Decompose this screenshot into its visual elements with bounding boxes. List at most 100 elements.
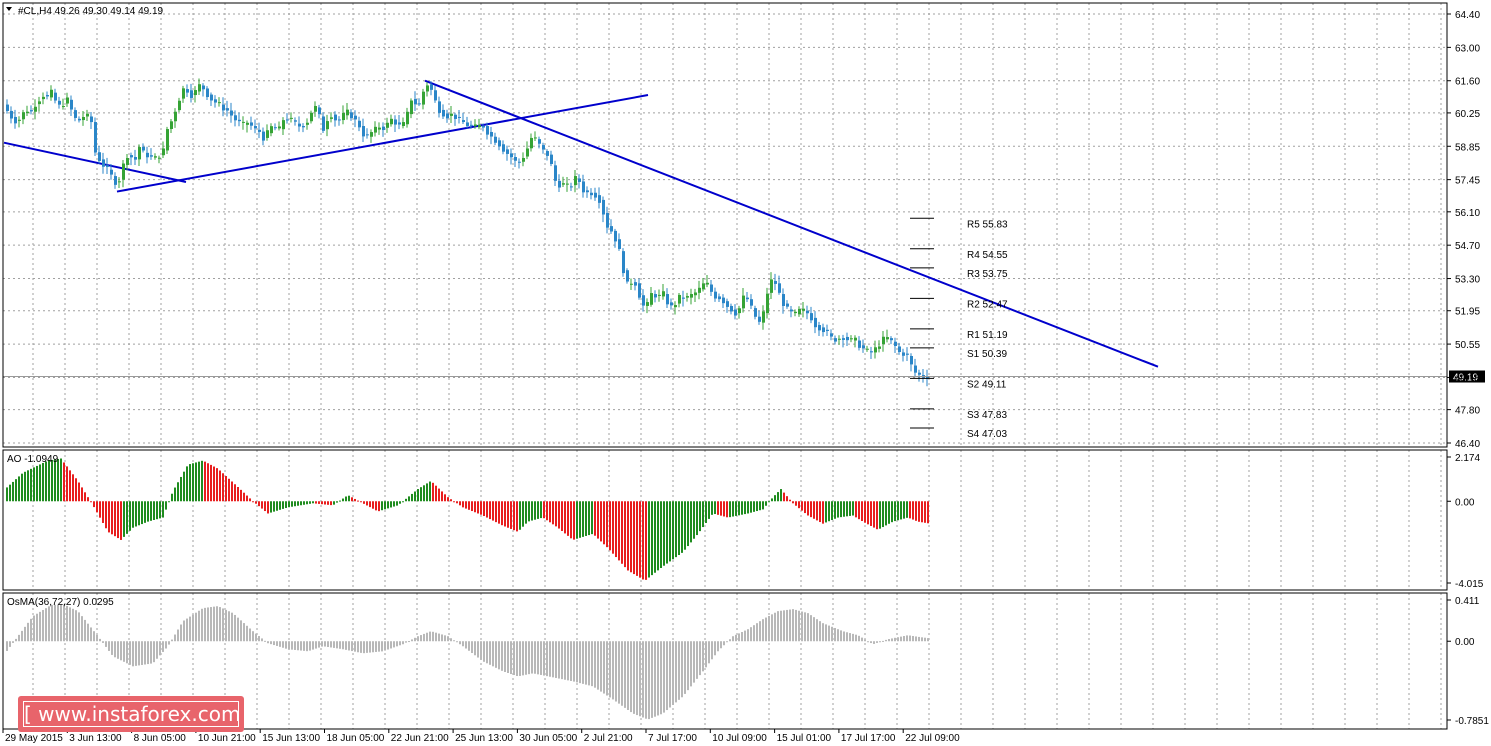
trend-line[interactable] xyxy=(424,79,1159,368)
osma-bar xyxy=(336,641,338,649)
osma-bar xyxy=(333,641,335,648)
ao-bar xyxy=(876,501,878,530)
candle-body xyxy=(642,295,645,306)
osma-bar xyxy=(822,623,824,642)
osma-bar xyxy=(282,641,284,648)
ao-bar xyxy=(849,501,851,516)
candle-body xyxy=(550,154,553,165)
candle-body xyxy=(30,110,33,112)
candle-body xyxy=(130,155,133,158)
osma-bar xyxy=(669,641,671,708)
osma-bar xyxy=(819,621,821,642)
ao-bar xyxy=(315,501,317,504)
ao-bar xyxy=(723,501,725,517)
osma-bar xyxy=(159,641,161,656)
ao-bar xyxy=(537,501,539,519)
ao-bar xyxy=(432,482,434,502)
ao-bar xyxy=(804,501,806,514)
ao-bar xyxy=(516,501,518,532)
candle-body xyxy=(794,311,797,314)
osma-bar xyxy=(138,641,140,666)
candle-body xyxy=(814,317,817,328)
ao-bar xyxy=(513,501,515,531)
ao-bar xyxy=(162,501,164,518)
osma-bar xyxy=(516,641,518,677)
main-chart-frame xyxy=(2,2,1448,448)
candle-body xyxy=(14,116,17,124)
ao-tick-label: 0.00 xyxy=(1455,497,1475,508)
osma-bar xyxy=(576,641,578,683)
osma-bar xyxy=(843,631,845,642)
osma-bar xyxy=(465,641,467,649)
candle-body xyxy=(482,126,485,128)
candle-body xyxy=(158,157,161,159)
ao-bar xyxy=(345,496,347,502)
trend-line[interactable] xyxy=(3,141,187,184)
ao-bar xyxy=(117,501,119,539)
candle-body xyxy=(378,127,381,130)
candle-body xyxy=(50,89,53,98)
candle-body xyxy=(726,301,729,307)
candle-body xyxy=(502,144,505,152)
osma-bar xyxy=(360,641,362,653)
osma-bar xyxy=(351,641,353,652)
ao-bar xyxy=(414,491,416,502)
candle-body xyxy=(78,118,81,121)
osma-bar xyxy=(723,641,725,646)
osma-bar xyxy=(885,639,887,642)
osma-bar xyxy=(132,641,134,667)
osma-bar xyxy=(759,621,761,642)
ao-bar xyxy=(690,501,692,543)
osma-bar xyxy=(114,641,116,658)
osma-bar xyxy=(912,635,914,642)
osma-bar xyxy=(144,641,146,665)
candle-body xyxy=(582,181,585,193)
candle-body xyxy=(738,308,741,314)
trend-line[interactable] xyxy=(116,94,649,193)
ao-bar xyxy=(918,501,920,522)
osma-bar xyxy=(735,634,737,642)
osma-bar xyxy=(909,635,911,642)
collapse-arrow-icon[interactable] xyxy=(6,7,12,11)
candle-body xyxy=(746,297,749,300)
ao-bar xyxy=(174,487,176,502)
osma-bar xyxy=(498,641,500,670)
osma-bar xyxy=(426,632,428,642)
osma-bar xyxy=(402,641,404,645)
osma-bar xyxy=(870,641,872,644)
osma-bar xyxy=(675,641,677,703)
ao-bar xyxy=(15,479,17,502)
ao-bar xyxy=(807,501,809,516)
ao-bar xyxy=(138,501,140,526)
ao-bar xyxy=(837,501,839,518)
candle-body xyxy=(90,116,93,123)
ao-bar xyxy=(393,501,395,507)
candle-body xyxy=(742,295,745,309)
candle-body xyxy=(598,195,601,203)
osma-bar xyxy=(852,633,854,642)
candle-body xyxy=(706,282,709,285)
ao-bar xyxy=(72,474,74,502)
osma-bar xyxy=(795,609,797,642)
candle-body xyxy=(362,126,365,137)
ao-bar xyxy=(762,501,764,510)
ao-bar xyxy=(894,501,896,522)
ao-bar xyxy=(474,501,476,513)
candle-body xyxy=(314,105,317,112)
candle-body xyxy=(782,294,785,306)
candle-body xyxy=(382,126,385,131)
candle-body xyxy=(762,311,765,323)
time-tick-label: 15 Jun 13:00 xyxy=(262,733,320,744)
pivot-level-label: R2 52.47 xyxy=(967,299,1008,310)
candle-body xyxy=(594,192,597,198)
ao-bar xyxy=(813,501,815,519)
candle-body xyxy=(926,376,929,379)
ao-bar xyxy=(717,501,719,515)
candle-body xyxy=(406,111,409,125)
ao-bar xyxy=(114,501,116,537)
candle-body xyxy=(54,92,57,101)
osma-tick-label: 0.411 xyxy=(1455,596,1480,607)
ao-bar xyxy=(579,501,581,538)
osma-bar xyxy=(24,626,26,642)
